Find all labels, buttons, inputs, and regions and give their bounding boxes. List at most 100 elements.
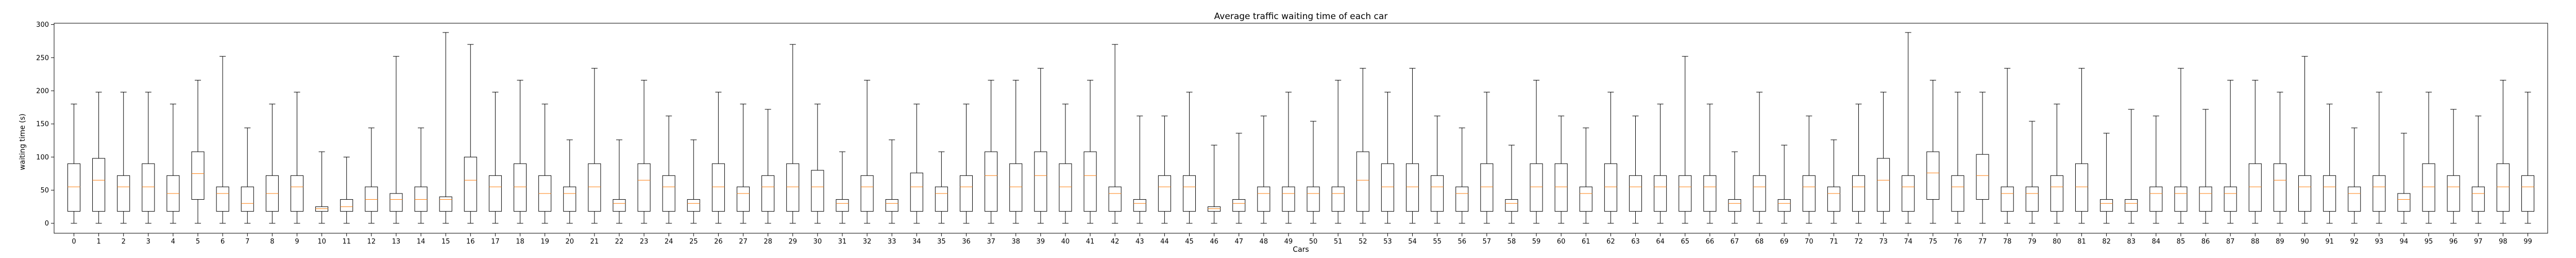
x-tick-label: 14 — [417, 238, 426, 246]
box-52 — [1356, 68, 1369, 224]
x-tick-label: 17 — [491, 238, 500, 246]
y-axis-label: waiting time (s) — [19, 114, 27, 170]
x-tick-label: 85 — [2177, 238, 2185, 246]
box-48 — [1257, 116, 1270, 224]
iqr-box — [959, 175, 973, 212]
x-tick-label: 69 — [1780, 238, 1789, 246]
iqr-box — [1108, 186, 1122, 212]
x-tick-label: 87 — [2226, 238, 2235, 246]
box-90 — [2298, 56, 2312, 224]
x-tick-label: 21 — [590, 238, 599, 246]
iqr-box — [439, 196, 452, 212]
x-tick-label: 71 — [1829, 238, 1838, 246]
iqr-box — [2372, 175, 2386, 212]
x-tick-label: 93 — [2375, 238, 2384, 246]
box-85 — [2174, 68, 2188, 224]
x-tick-label: 80 — [2053, 238, 2061, 246]
x-tick-label: 46 — [1210, 238, 1218, 246]
iqr-box — [1579, 186, 1592, 212]
box-96 — [2447, 109, 2460, 224]
box-29 — [786, 44, 800, 224]
box-24 — [662, 116, 675, 224]
box-94 — [2397, 133, 2411, 224]
x-tick-label: 4 — [171, 238, 175, 246]
box-3 — [142, 92, 155, 224]
x-tick-label: 33 — [888, 238, 896, 246]
iqr-box — [811, 170, 824, 212]
iqr-box — [2298, 175, 2312, 212]
box-86 — [2199, 109, 2212, 224]
iqr-box — [613, 199, 626, 212]
box-21 — [588, 68, 601, 224]
iqr-box — [786, 163, 800, 212]
iqr-box — [2447, 175, 2460, 212]
x-tick-label: 81 — [2077, 238, 2086, 246]
box-9 — [290, 92, 304, 224]
iqr-box — [1629, 175, 1642, 212]
iqr-box — [117, 175, 130, 212]
iqr-box — [563, 186, 577, 212]
box-34 — [910, 104, 923, 224]
iqr-box — [1381, 163, 1394, 212]
box-76 — [1951, 92, 1964, 224]
iqr-box — [1753, 175, 1766, 212]
x-tick-label: 61 — [1582, 238, 1590, 246]
iqr-box — [736, 186, 750, 212]
x-tick-label: 52 — [1359, 238, 1367, 246]
box-11 — [340, 156, 353, 224]
box-91 — [2323, 104, 2336, 224]
iqr-box — [1158, 175, 1171, 212]
iqr-box — [1877, 158, 1890, 212]
x-tick-label: 45 — [1185, 238, 1194, 246]
iqr-box — [2174, 186, 2188, 212]
box-87 — [2224, 79, 2237, 224]
box-37 — [985, 79, 998, 224]
iqr-box — [2248, 163, 2262, 212]
x-tick-label: 51 — [1334, 238, 1343, 246]
x-tick-label: 7 — [245, 238, 249, 246]
box-41 — [1083, 79, 1097, 224]
box-25 — [687, 139, 700, 224]
box-38 — [1009, 79, 1023, 224]
x-tick-label: 59 — [1532, 238, 1541, 246]
box-51 — [1331, 79, 1345, 224]
iqr-box — [637, 163, 651, 212]
x-tick-label: 39 — [1037, 238, 1045, 246]
y-tick-label: 250 — [36, 54, 49, 62]
x-tick-label: 84 — [2152, 238, 2161, 246]
iqr-box — [1307, 186, 1320, 212]
box-97 — [2471, 116, 2485, 224]
iqr-box — [761, 175, 775, 212]
box-67 — [1728, 151, 1741, 224]
x-tick-label: 96 — [2449, 238, 2458, 246]
iqr-box — [2001, 186, 2014, 212]
box-0 — [67, 104, 81, 224]
iqr-box — [1703, 175, 1717, 212]
x-tick-label: 83 — [2127, 238, 2136, 246]
box-19 — [538, 104, 552, 224]
box-71 — [1827, 139, 1840, 224]
iqr-box — [2273, 163, 2286, 212]
iqr-box — [464, 156, 477, 212]
iqr-box — [290, 175, 304, 212]
iqr-box — [2075, 163, 2089, 212]
iqr-box — [588, 163, 601, 212]
box-50 — [1307, 121, 1320, 224]
iqr-box — [365, 186, 378, 212]
iqr-box — [2224, 186, 2237, 212]
box-4 — [166, 104, 180, 224]
y-tick-label: 50 — [40, 187, 49, 195]
x-tick-label: 92 — [2350, 238, 2359, 246]
x-tick-label: 42 — [1111, 238, 1120, 246]
box-14 — [414, 127, 428, 224]
plot-area — [54, 23, 2548, 234]
box-8 — [265, 104, 279, 224]
box-80 — [2050, 104, 2063, 224]
iqr-box — [1208, 206, 1221, 212]
y-tick-label: 0 — [45, 220, 49, 228]
box-66 — [1703, 104, 1717, 224]
box-59 — [1530, 79, 1543, 224]
iqr-box — [1059, 163, 1072, 212]
box-10 — [315, 151, 329, 224]
x-tick-label: 26 — [714, 238, 723, 246]
